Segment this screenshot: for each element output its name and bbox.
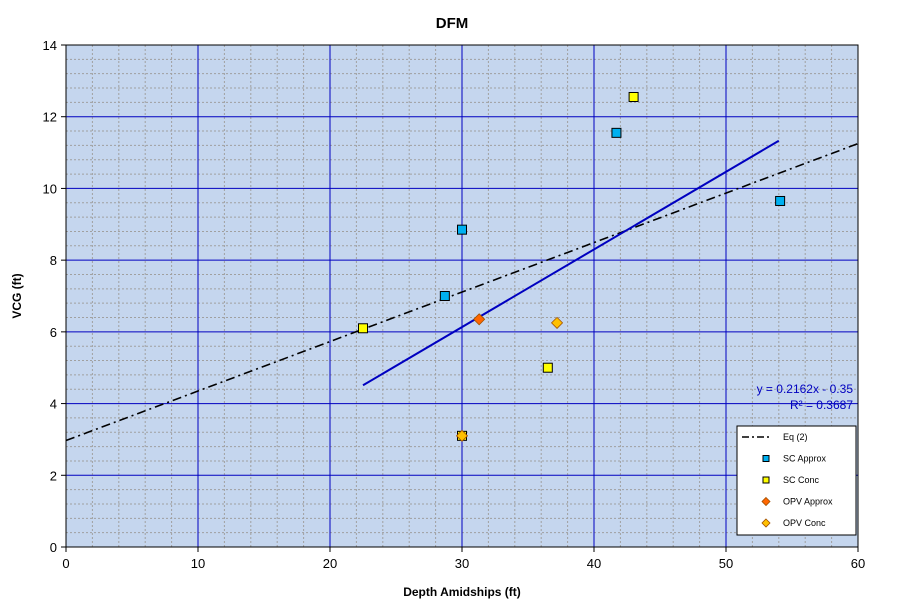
trendline-r-squared: R² = 0.3687 bbox=[790, 398, 853, 412]
legend: Eq (2) SC Approx SC Conc OPV Approx OPV Conc bbox=[736, 425, 857, 536]
trendline-equation: y = 0.2162x - 0.35 bbox=[757, 382, 854, 396]
legend-label-opv-approx: OPV Approx bbox=[783, 497, 833, 507]
sc-conc-point bbox=[358, 323, 368, 334]
legend-swatch-sc-conc bbox=[762, 476, 770, 484]
y-tick-label: 14 bbox=[43, 38, 57, 53]
legend-box bbox=[736, 425, 857, 536]
x-tick-label: 0 bbox=[62, 556, 69, 571]
x-axis-label: Depth Amidships (ft) bbox=[403, 585, 521, 599]
sc-approx-point bbox=[457, 224, 467, 235]
sc-conc-point bbox=[628, 91, 639, 102]
y-axis-label: VCG (ft) bbox=[10, 273, 24, 318]
plot-area bbox=[65, 44, 859, 548]
sc-approx-point bbox=[775, 195, 786, 206]
eq2-line bbox=[65, 142, 859, 442]
opv-conc-point bbox=[550, 316, 564, 329]
legend-label-sc-approx: SC Approx bbox=[783, 454, 827, 464]
x-tick-label: 50 bbox=[719, 556, 733, 571]
y-tick-label: 6 bbox=[50, 325, 57, 340]
x-tick-label: 40 bbox=[587, 556, 601, 571]
y-tick-label: 12 bbox=[43, 110, 57, 125]
legend-label-opv-conc: OPV Conc bbox=[783, 518, 826, 528]
x-tick-label: 10 bbox=[191, 556, 205, 571]
legend-swatch-sc-approx bbox=[762, 455, 770, 462]
x-tick-label: 20 bbox=[323, 556, 337, 571]
sc-approx-point bbox=[439, 291, 450, 301]
data-markers bbox=[358, 91, 786, 442]
y-tick-label: 0 bbox=[50, 540, 57, 555]
legend-label-eq-2: Eq (2) bbox=[783, 432, 808, 442]
sc-approx-point bbox=[611, 127, 622, 138]
opv-conc-point bbox=[455, 429, 469, 442]
opv-approx-point bbox=[473, 313, 486, 326]
legend-swatch-opv-conc bbox=[761, 518, 771, 528]
chart-title: DFM bbox=[436, 15, 469, 32]
legend-swatch-opv-approx bbox=[761, 496, 771, 507]
axis-ticks: 0 10 20 30 40 50 60 0 2 4 6 8 10 12 14 bbox=[43, 38, 866, 571]
series-lines bbox=[65, 139, 859, 442]
x-tick-label: 30 bbox=[455, 556, 469, 571]
trendline bbox=[362, 139, 780, 387]
y-tick-label: 10 bbox=[43, 181, 57, 196]
y-tick-label: 4 bbox=[50, 397, 57, 412]
legend-label-sc-conc: SC Conc bbox=[783, 475, 820, 485]
sc-conc-point bbox=[542, 362, 553, 373]
y-tick-label: 8 bbox=[50, 253, 57, 268]
x-tick-label: 60 bbox=[851, 556, 865, 571]
y-tick-label: 2 bbox=[50, 468, 57, 483]
